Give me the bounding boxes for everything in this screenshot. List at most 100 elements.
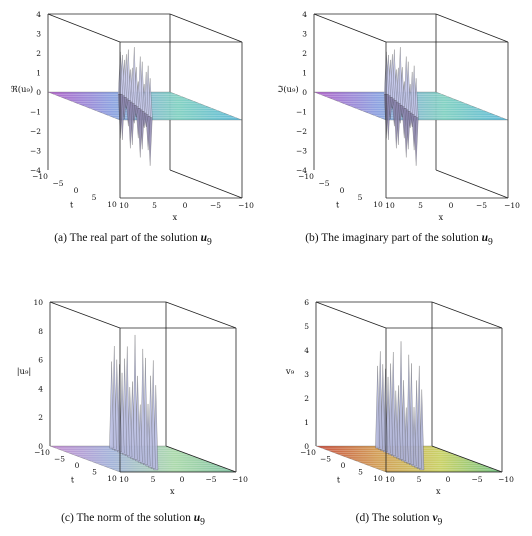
- caption-a: (a) The real part of the solution u9: [54, 232, 212, 248]
- z-tick-label: 4: [304, 346, 309, 355]
- surface-spike: [109, 361, 114, 449]
- z-tick-label: 1: [304, 418, 309, 427]
- x-tick-label: 10: [119, 475, 129, 484]
- t-tick-label: −10: [298, 172, 314, 181]
- z-tick-label: 0: [36, 88, 41, 97]
- t-tick-label: 5: [92, 468, 97, 477]
- box-edge: [165, 445, 237, 473]
- surface-spike: [406, 354, 412, 464]
- panel-a: 4 3 2 1 0 −1 −2 −3 −4 ℜ(u₉) −10 −5 0 5 10 t 10 5 0 −5 −10 x (…: [0, 0, 266, 268]
- x-tick-label: −5: [476, 201, 487, 210]
- caption-b: (b) The imaginary part of the solution u…: [305, 232, 493, 248]
- x-tick-label: −10: [504, 201, 520, 210]
- box-edge: [431, 445, 503, 473]
- box-edge: [169, 13, 243, 43]
- z-tick-label: 2: [38, 413, 43, 422]
- x-tick-label: 5: [417, 475, 422, 484]
- surface-spike: [132, 334, 138, 460]
- z-tick-label: 1: [36, 69, 41, 78]
- t-axis-label: t: [71, 475, 75, 484]
- z-tick-label: 3: [304, 370, 309, 379]
- x-tick-label: 5: [418, 201, 423, 210]
- z-tick-label: 10: [33, 298, 43, 307]
- z-tick-label: 2: [304, 394, 309, 403]
- z-tick-label: 5: [304, 322, 309, 331]
- caption-c: (c) The norm of the solution u9: [61, 512, 205, 528]
- x-tick-label: 5: [151, 475, 156, 484]
- z-tick-label: −3: [296, 147, 307, 156]
- x-tick-label: −10: [238, 201, 254, 210]
- t-tick-label: 10: [373, 200, 383, 209]
- z-tick-label: −1: [296, 108, 307, 117]
- t-tick-label: −10: [32, 172, 48, 181]
- z-tick-label: 4: [302, 10, 307, 19]
- x-tick-label: −5: [205, 475, 216, 484]
- z-axis-label: v₉: [285, 367, 295, 377]
- t-tick-label: −5: [52, 179, 63, 188]
- x-tick-label: 5: [152, 201, 157, 210]
- surface-spike-neg: [125, 100, 131, 127]
- surface-spike-neg: [391, 100, 397, 127]
- surface-spike: [140, 348, 146, 464]
- x-tick-label: −5: [471, 475, 482, 484]
- t-tick-label: −10: [34, 448, 50, 457]
- z-tick-label: 0: [38, 442, 43, 451]
- z-axis-label: ℜ(u₉): [11, 84, 33, 95]
- x-tick-label: −5: [210, 201, 221, 210]
- box-edge: [435, 13, 509, 43]
- box-edge: [313, 13, 387, 43]
- t-tick-label: 10: [373, 474, 383, 483]
- z-tick-label: 6: [304, 298, 309, 307]
- t-tick-label: −10: [300, 448, 316, 457]
- box-edge: [315, 301, 387, 329]
- t-tick-label: 0: [75, 461, 80, 470]
- x-tick-label: 0: [449, 201, 454, 210]
- x-tick-label: 10: [385, 201, 395, 210]
- t-tick-label: 5: [358, 193, 363, 202]
- t-tick-label: 0: [340, 186, 345, 195]
- surface-plot-norm: 10 8 6 4 2 0 |u₉| −10 −5 0 5 10 t 10 5 0 −5 −10 x: [17, 298, 248, 496]
- z-tick-label: −3: [30, 147, 41, 156]
- z-tick-label: −2: [30, 127, 41, 136]
- x-axis-label: x: [170, 487, 175, 496]
- t-tick-label: 10: [107, 474, 117, 483]
- x-axis-label: x: [439, 213, 444, 222]
- z-tick-label: 1: [302, 69, 307, 78]
- t-tick-label: −5: [318, 179, 329, 188]
- x-tick-label: −10: [232, 475, 248, 484]
- z-axis-label: ℑ(u₉): [277, 84, 298, 95]
- x-axis-label: x: [436, 487, 441, 496]
- z-tick-label: 6: [38, 356, 43, 365]
- surface-spike: [375, 365, 380, 449]
- t-tick-label: 5: [92, 193, 97, 202]
- t-axis-label: t: [336, 200, 340, 209]
- z-tick-label: 4: [36, 10, 41, 19]
- x-tick-label: 0: [183, 201, 188, 210]
- x-tick-label: 10: [385, 475, 395, 484]
- surface-spike: [398, 341, 404, 460]
- t-tick-label: −5: [320, 455, 331, 464]
- panel-d: 6 5 4 3 2 1 0 v₉ −10 −5 0 5 10 t 10 5 0 −5 −10 x (d) The so…: [266, 290, 532, 536]
- box-edge: [435, 169, 509, 199]
- t-axis-label: t: [70, 200, 74, 209]
- z-tick-label: 3: [302, 30, 307, 39]
- box-edge: [431, 301, 503, 329]
- x-tick-label: 0: [446, 475, 451, 484]
- box-edge: [47, 13, 121, 43]
- t-tick-label: 10: [107, 200, 117, 209]
- t-tick-label: 0: [74, 186, 79, 195]
- x-tick-label: 0: [180, 475, 185, 484]
- z-axis-label: |u₉|: [17, 367, 32, 377]
- t-tick-label: 5: [358, 468, 363, 477]
- t-axis-label: t: [337, 475, 341, 484]
- z-tick-label: 2: [302, 49, 307, 58]
- t-tick-label: 0: [341, 461, 346, 470]
- caption-d: (d) The solution v9: [355, 512, 443, 528]
- x-tick-label: −10: [498, 475, 514, 484]
- z-tick-label: 4: [38, 384, 43, 393]
- box-edge: [169, 169, 243, 199]
- z-tick-label: −2: [296, 127, 307, 136]
